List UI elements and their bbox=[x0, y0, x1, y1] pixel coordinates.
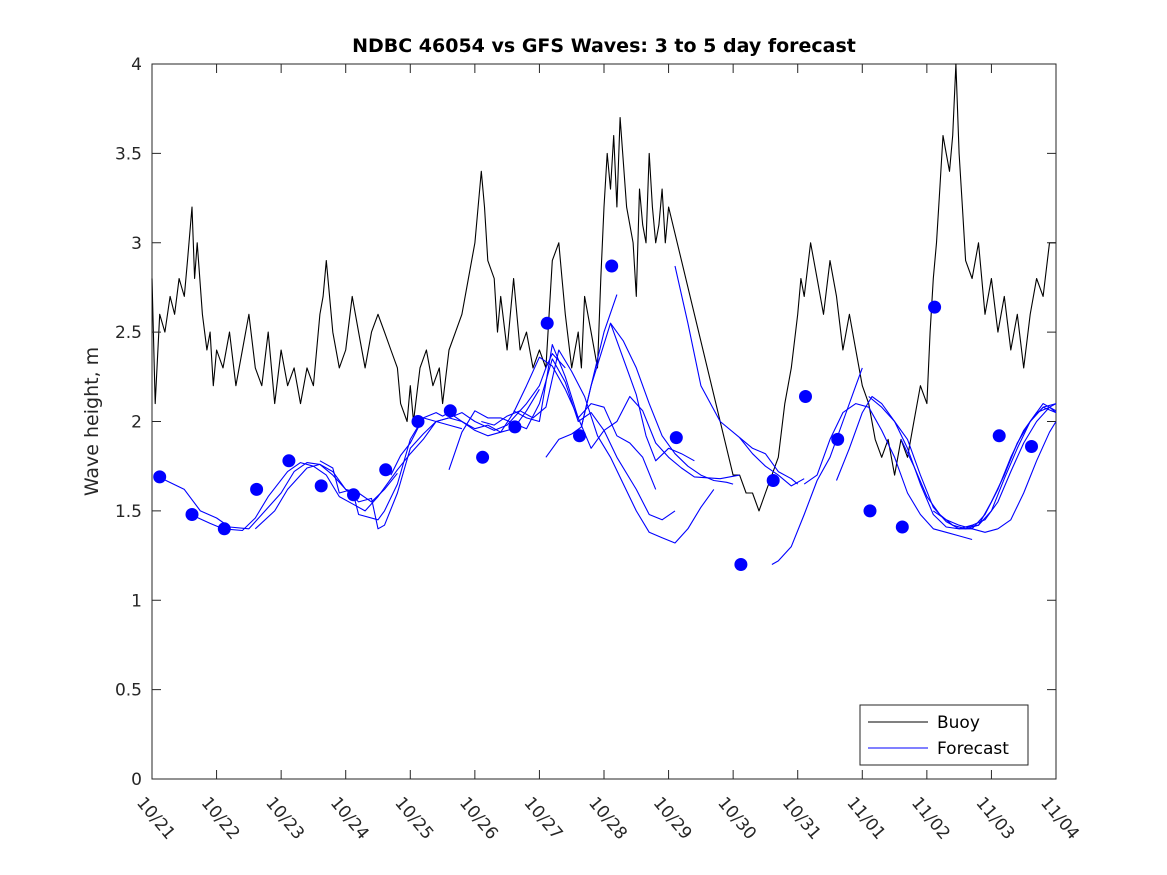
forecast-run-line-18 bbox=[932, 406, 1057, 530]
forecast-run-line-19 bbox=[965, 406, 1057, 528]
y-tick-label: 0 bbox=[131, 770, 142, 790]
forecast-marker-7 bbox=[379, 463, 393, 477]
forecast-marker-23 bbox=[992, 429, 1006, 443]
forecast-marker-14 bbox=[605, 259, 619, 273]
forecast-run-line-12 bbox=[739, 437, 805, 487]
y-axis-label: Wave height, m bbox=[81, 347, 103, 496]
forecast-marker-0 bbox=[153, 470, 167, 484]
forecast-marker-5 bbox=[314, 479, 328, 493]
forecast-marker-11 bbox=[508, 420, 522, 434]
forecast-marker-10 bbox=[476, 450, 490, 464]
forecast-marker-21 bbox=[895, 520, 909, 534]
chart-title: NDBC 46054 vs GFS Waves: 3 to 5 day fore… bbox=[352, 35, 856, 57]
legend-label-buoy: Buoy bbox=[937, 713, 980, 733]
y-tick-label: 0.5 bbox=[115, 681, 142, 701]
forecast-run-line-11 bbox=[674, 265, 799, 485]
forecast-run-line-0 bbox=[158, 462, 398, 530]
forecast-run-line-4 bbox=[390, 356, 657, 490]
legend: Buoy Forecast bbox=[859, 704, 1029, 766]
forecast-run-line-21 bbox=[1029, 403, 1057, 422]
y-tick-label: 4 bbox=[131, 55, 142, 75]
forecast-marker-24 bbox=[1025, 440, 1038, 453]
legend-box bbox=[859, 704, 1029, 766]
forecast-run-line-7 bbox=[513, 344, 740, 480]
y-tick-label: 2 bbox=[131, 413, 142, 433]
forecast-marker-3 bbox=[250, 482, 264, 496]
data-layer bbox=[151, 63, 1057, 571]
y-tick-label: 2.5 bbox=[115, 323, 142, 343]
y-tick-label: 3.5 bbox=[115, 144, 142, 164]
forecast-run-line-2 bbox=[254, 389, 540, 530]
forecast-marker-19 bbox=[831, 432, 845, 446]
forecast-marker-16 bbox=[734, 558, 748, 571]
forecast-marker-6 bbox=[347, 488, 360, 502]
forecast-run-line-1 bbox=[190, 420, 463, 532]
y-tick-label: 1.5 bbox=[115, 502, 142, 522]
forecast-marker-4 bbox=[282, 454, 296, 468]
forecast-marker-8 bbox=[411, 415, 425, 428]
forecast-marker-1 bbox=[185, 508, 199, 521]
forecast-marker-22 bbox=[928, 300, 942, 314]
legend-label-forecast: Forecast bbox=[937, 739, 1009, 759]
y-tick-label: 1 bbox=[131, 591, 142, 611]
forecast-run-line-13 bbox=[771, 367, 863, 565]
plot-frame bbox=[151, 63, 1057, 780]
forecast-marker-2 bbox=[217, 522, 231, 536]
forecast-run-line-14 bbox=[803, 403, 973, 541]
forecast-run-line-20 bbox=[997, 421, 1057, 530]
forecast-run-line-6 bbox=[481, 349, 715, 544]
forecast-run-line-5 bbox=[448, 358, 676, 521]
forecast-marker-15 bbox=[669, 431, 683, 445]
forecast-marker-18 bbox=[799, 390, 812, 403]
forecast-marker-12 bbox=[540, 316, 554, 330]
buoy-series-line bbox=[151, 63, 1056, 512]
forecast-marker-17 bbox=[766, 474, 780, 487]
forecast-run-line-15 bbox=[835, 395, 999, 533]
y-tick-label: 3 bbox=[131, 234, 142, 254]
forecast-run-line-10 bbox=[609, 323, 695, 462]
forecast-marker-13 bbox=[573, 429, 586, 443]
forecast-marker-9 bbox=[443, 404, 457, 418]
forecast-marker-20 bbox=[863, 504, 877, 518]
